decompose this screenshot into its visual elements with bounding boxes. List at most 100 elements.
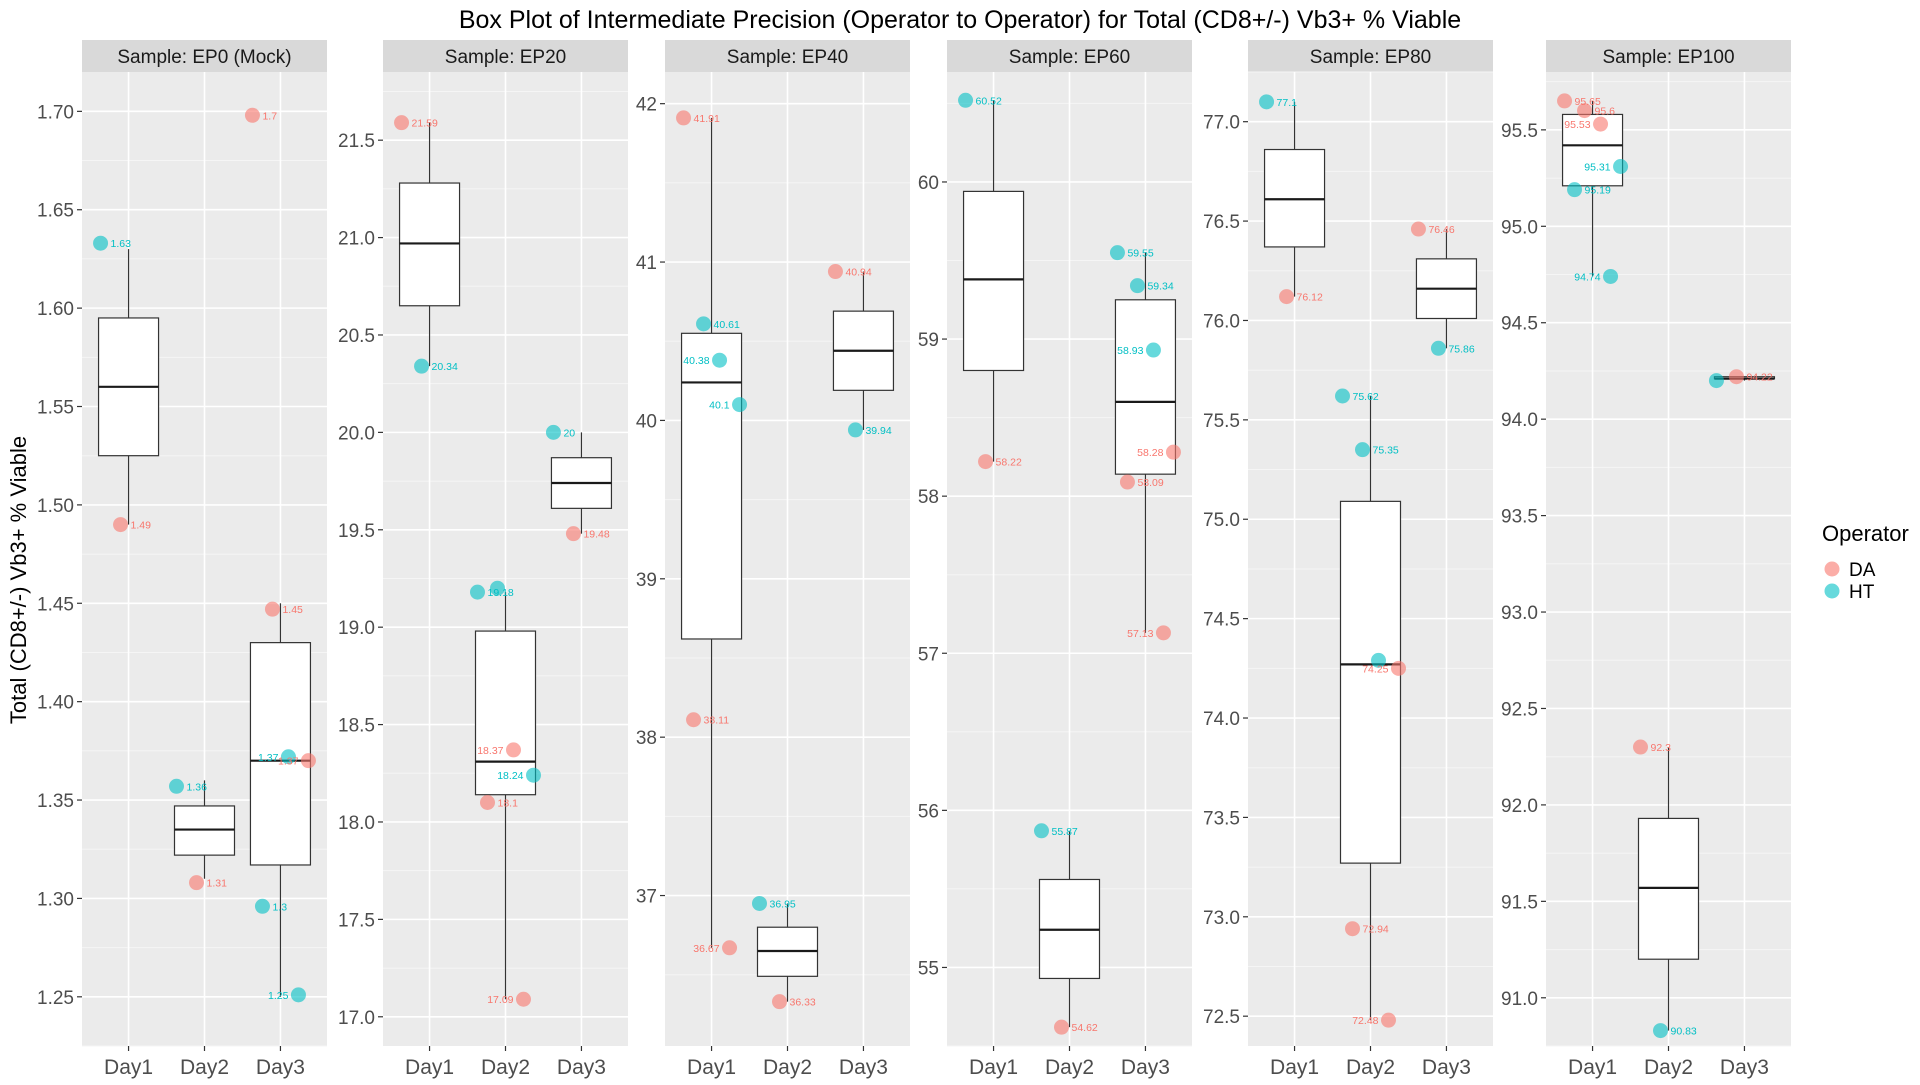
- data-point: [414, 358, 430, 374]
- data-point: [264, 601, 280, 617]
- data-label: 75.35: [1373, 445, 1399, 457]
- data-label: 1.45: [282, 604, 303, 616]
- data-point: [958, 92, 974, 108]
- x-tick-label: Day2: [763, 1056, 812, 1079]
- y-tick-label: 1.35: [37, 791, 74, 812]
- data-label: 1.3: [272, 901, 287, 913]
- data-label: 76.46: [1428, 224, 1454, 236]
- y-tick-label: 93.5: [1501, 507, 1538, 528]
- y-tick-label: 93.0: [1501, 603, 1538, 624]
- data-label: 74.25: [1362, 663, 1388, 675]
- data-point: [189, 875, 204, 891]
- x-tick-label: Day2: [1644, 1056, 1693, 1079]
- data-label: 18.1: [498, 798, 519, 810]
- y-tick-label: 1.50: [37, 496, 74, 517]
- data-point: [300, 753, 316, 769]
- data-label: 72.48: [1352, 1015, 1378, 1027]
- data-point: [280, 749, 296, 765]
- data-label: 95.53: [1564, 119, 1590, 131]
- facet-strip-label: Sample: EP100: [1602, 47, 1734, 68]
- facet-strip: [665, 40, 910, 72]
- data-point: [752, 895, 767, 911]
- y-tick-label: 1.60: [37, 299, 74, 320]
- data-point: [1279, 289, 1295, 305]
- y-tick-label: 21.5: [338, 131, 375, 152]
- data-label: 59.55: [1127, 248, 1153, 260]
- data-label: 60.52: [976, 95, 1002, 107]
- data-point: [1613, 159, 1629, 175]
- y-tick-label: 58: [918, 487, 939, 508]
- box: [962, 190, 1025, 372]
- data-point: [506, 742, 521, 758]
- data-point: [696, 316, 712, 332]
- y-tick-label: 72.5: [1203, 1007, 1240, 1028]
- data-point: [1335, 388, 1350, 404]
- facet-strip-label: Sample: EP80: [1310, 47, 1431, 68]
- data-point: [1410, 221, 1426, 237]
- y-tick-label: 42: [636, 95, 657, 116]
- data-point: [1577, 103, 1593, 119]
- box: [1114, 299, 1177, 475]
- data-point: [712, 352, 728, 368]
- x-tick-label: Day1: [405, 1056, 454, 1079]
- data-label: 40.94: [845, 267, 871, 279]
- y-tick-label: 95.0: [1501, 217, 1538, 238]
- data-label: 18.24: [497, 770, 523, 782]
- box: [474, 630, 537, 796]
- y-tick-label: 55: [918, 958, 939, 979]
- y-tick-label: 60: [918, 173, 939, 194]
- data-label: 1.7: [262, 110, 277, 122]
- data-label: 95.6: [1595, 106, 1616, 118]
- data-point: [565, 526, 581, 542]
- box: [1561, 113, 1624, 187]
- y-tick-label: 77.0: [1203, 113, 1240, 134]
- y-tick-label: 19.0: [338, 618, 375, 639]
- data-point: [254, 898, 270, 914]
- data-point: [1119, 474, 1135, 490]
- data-point: [847, 422, 863, 438]
- data-point: [1259, 94, 1275, 110]
- data-label: 17.09: [487, 994, 513, 1006]
- data-label: 72.94: [1363, 924, 1389, 936]
- data-label: 54.62: [1072, 1022, 1098, 1034]
- y-tick-label: 1.55: [37, 398, 74, 419]
- y-tick-label: 91.5: [1501, 892, 1538, 913]
- y-tick-label: 74.5: [1203, 610, 1240, 631]
- box: [249, 642, 312, 866]
- data-point: [1371, 652, 1386, 668]
- data-point: [1593, 116, 1609, 132]
- box: [1339, 500, 1402, 864]
- x-tick-label: Day1: [1568, 1056, 1617, 1079]
- y-tick-label: 18.5: [338, 716, 375, 737]
- x-tick-label: Day2: [1346, 1056, 1395, 1079]
- data-label: 1.31: [207, 878, 228, 890]
- data-point: [722, 940, 738, 956]
- data-point: [490, 580, 505, 596]
- data-point: [1391, 660, 1406, 676]
- data-point: [1034, 823, 1049, 839]
- legend-key: [1824, 583, 1840, 599]
- data-label: 58.22: [996, 457, 1022, 469]
- x-tick-label: Day1: [1270, 1056, 1319, 1079]
- data-point: [169, 778, 184, 794]
- data-label: 57.13: [1127, 628, 1153, 640]
- data-label: 58.93: [1117, 345, 1143, 357]
- data-point: [827, 264, 843, 280]
- y-tick-label: 59: [918, 330, 939, 351]
- facet-strip-label: Sample: EP0 (Mock): [117, 47, 291, 68]
- x-tick-label: Day2: [481, 1056, 530, 1079]
- facet-strip-label: Sample: EP60: [1009, 47, 1130, 68]
- data-label: 95.31: [1584, 162, 1610, 174]
- data-label: 36.67: [693, 943, 719, 955]
- data-point: [516, 991, 531, 1007]
- x-tick-label: Day2: [180, 1056, 229, 1079]
- facet-strip-label: Sample: EP40: [727, 47, 848, 68]
- facet-strip: [1546, 40, 1791, 72]
- data-point: [1165, 444, 1181, 460]
- y-tick-label: 38: [636, 728, 657, 749]
- y-tick-label: 76.0: [1203, 311, 1240, 332]
- data-label: 94.22: [1746, 372, 1772, 384]
- y-tick-label: 21.0: [338, 229, 375, 250]
- data-point: [244, 107, 260, 123]
